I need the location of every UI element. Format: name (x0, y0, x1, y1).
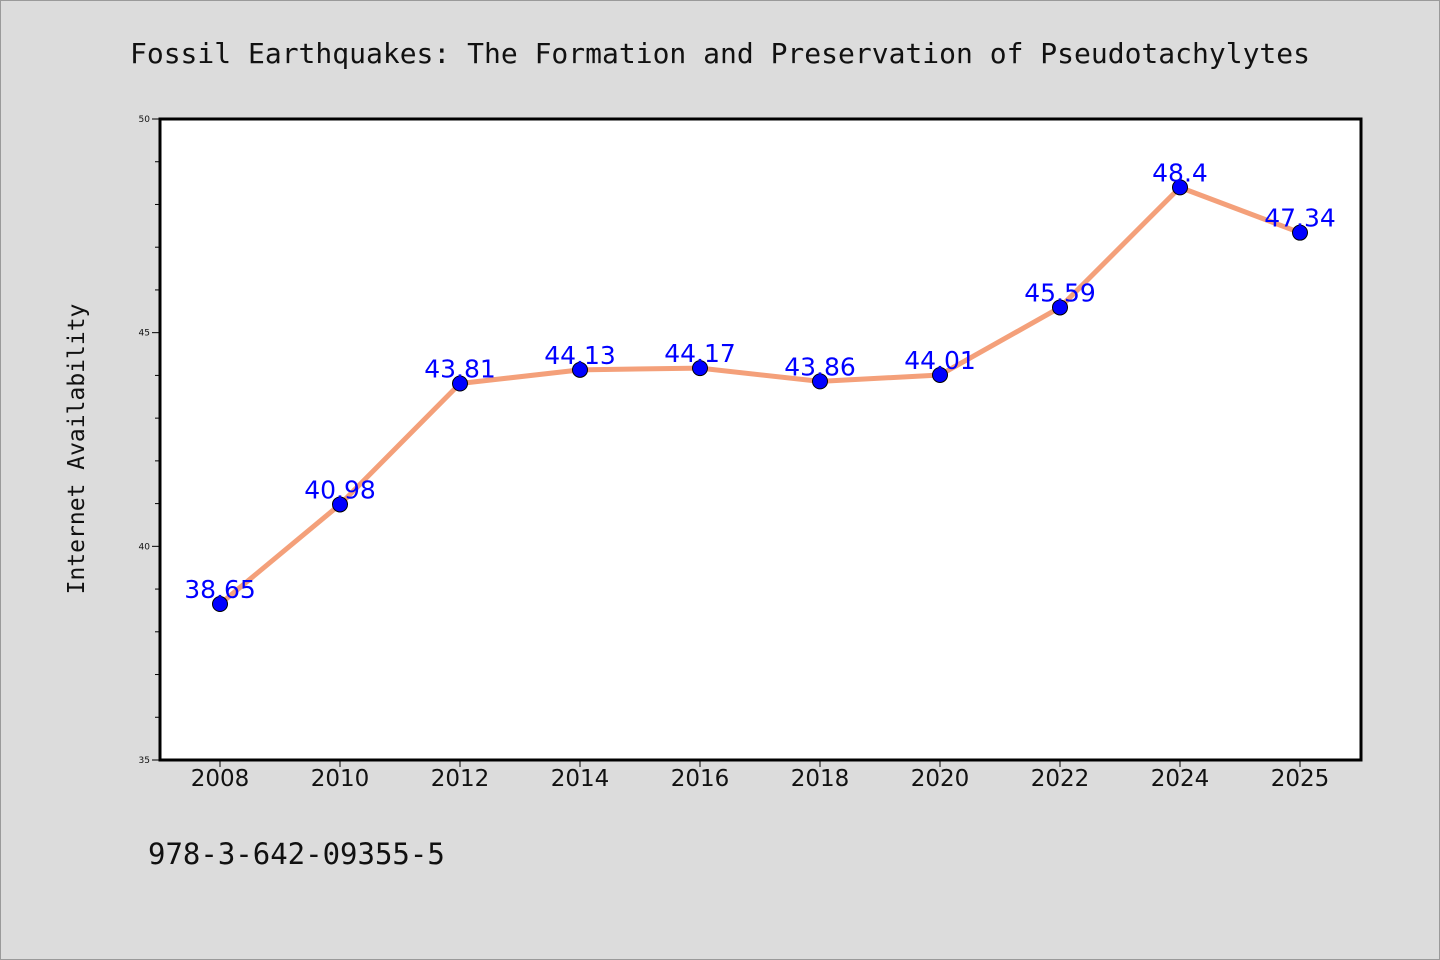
data-label: 45.59 (1024, 278, 1096, 307)
y-tick-label: 40 (139, 542, 151, 552)
y-axis: 35 40 45 50 (139, 115, 160, 766)
data-label: 44.17 (664, 339, 736, 368)
x-tick-label: 2008 (191, 766, 250, 792)
x-tick-label: 2022 (1031, 766, 1090, 792)
data-labels: 38.65 40.98 43.81 44.13 44.17 43.86 44.01 45.59… (184, 158, 1336, 604)
x-tick-label: 2016 (671, 766, 730, 792)
y-axis-label: Internet Availability (64, 304, 90, 595)
data-point (692, 360, 708, 377)
data-label: 44.01 (904, 346, 976, 375)
data-point (572, 361, 588, 378)
series-layer (212, 179, 1308, 613)
data-label: 43.81 (424, 355, 496, 384)
chart-title: Fossil Earthquakes: The Formation and Pr… (130, 37, 1310, 70)
x-tick-label: 2014 (551, 766, 610, 792)
data-point (212, 596, 228, 613)
x-tick-label: 2024 (1151, 766, 1210, 792)
x-tick-label: 2010 (311, 766, 370, 792)
x-tick-label: 2020 (911, 766, 970, 792)
data-point (932, 366, 948, 383)
data-label: 48.4 (1152, 158, 1208, 187)
data-label: 47.34 (1264, 204, 1336, 233)
data-label: 38.65 (184, 575, 256, 604)
data-point (452, 375, 468, 392)
data-point (812, 373, 828, 390)
data-label: 43.86 (784, 352, 856, 381)
x-tick-label: 2012 (431, 766, 490, 792)
y-tick-label: 45 (139, 329, 150, 339)
plot-border (158, 117, 1363, 762)
data-point (1292, 224, 1308, 241)
footer-note: 978-3-642-09355-5 (148, 837, 445, 871)
x-tick-label: 2025 (1271, 766, 1330, 792)
x-tick-label: 2018 (791, 766, 850, 792)
data-point (1172, 179, 1188, 196)
y-tick-label: 35 (139, 756, 150, 766)
data-label: 44.13 (544, 341, 616, 370)
y-tick-label: 50 (139, 115, 151, 125)
data-label: 40.98 (304, 475, 376, 504)
x-axis: 2008 2010 2012 2014 2016 2018 2020 2022 2024 2025 (191, 760, 1330, 792)
plot-area (160, 119, 1361, 760)
data-point (1052, 299, 1068, 316)
data-point (332, 496, 348, 513)
series-line (217, 184, 1303, 607)
